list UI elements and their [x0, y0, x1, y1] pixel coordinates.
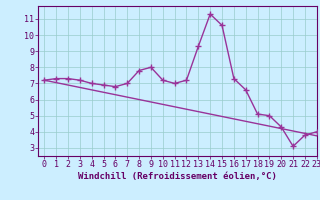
X-axis label: Windchill (Refroidissement éolien,°C): Windchill (Refroidissement éolien,°C) [78, 172, 277, 181]
